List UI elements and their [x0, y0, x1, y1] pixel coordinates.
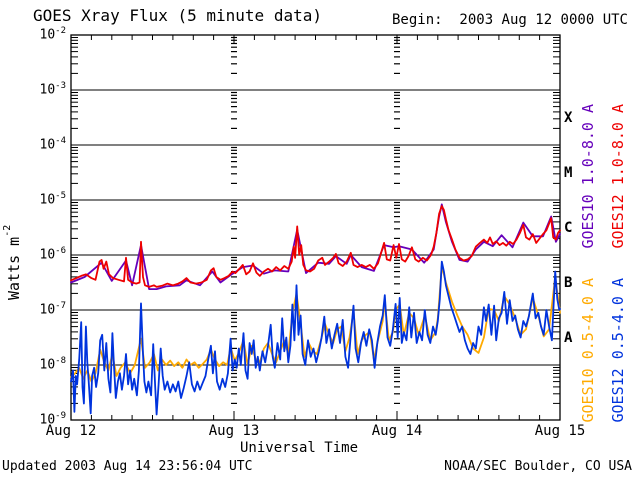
- flare-class-letter: C: [564, 219, 573, 236]
- y-tick-label: 10-2: [39, 26, 67, 43]
- begin-timestamp: Begin: 2003 Aug 12 0000 UTC: [391, 12, 628, 28]
- credit-text: NOAA/SEC Boulder, CO USA: [444, 459, 632, 474]
- x-axis-label: Universal Time: [240, 440, 359, 456]
- y-axis-label-exponent: -2: [2, 224, 13, 237]
- y-tick-label: 10-4: [39, 136, 67, 153]
- y-tick-label: 10-6: [39, 246, 67, 263]
- y-tick-label: 10-8: [39, 356, 67, 373]
- flare-class-letter: A: [564, 329, 573, 346]
- x-tick-label: Aug 13: [208, 423, 260, 439]
- legend-goes12-short-label: GOES12 0.5-4.0 A: [609, 277, 627, 423]
- series-goes10-1-0-8-0-a: [70, 203, 561, 291]
- y-tick-label: 10-9: [39, 411, 67, 428]
- x-tick-label: Aug 14: [371, 423, 423, 439]
- x-tick-label: Aug 12: [45, 423, 97, 439]
- series-goes12-1-0-8-0-a: [70, 205, 561, 288]
- flare-class-letter: X: [564, 109, 573, 126]
- y-tick-label: 10-5: [39, 191, 67, 208]
- page-title: GOES Xray Flux (5 minute data): [33, 6, 322, 25]
- y-tick-label: 10-3: [39, 81, 67, 98]
- y-tick-label: 10-7: [39, 301, 67, 318]
- flare-class-letter: B: [564, 274, 573, 291]
- legend-goes10-short-label: GOES10 0.5-4.0 A: [579, 277, 597, 423]
- series-goes12-0-5-4-0-a: [70, 260, 561, 416]
- flare-class-letter: M: [564, 164, 573, 181]
- x-tick-label: Aug 15: [534, 423, 586, 439]
- updated-timestamp: Updated 2003 Aug 14 23:56:04 UTC: [2, 459, 253, 474]
- legend-goes12-long-label: GOES12 1.0-8.0 A: [609, 103, 627, 249]
- legend-goes10-long-label: GOES10 1.0-8.0 A: [579, 103, 597, 249]
